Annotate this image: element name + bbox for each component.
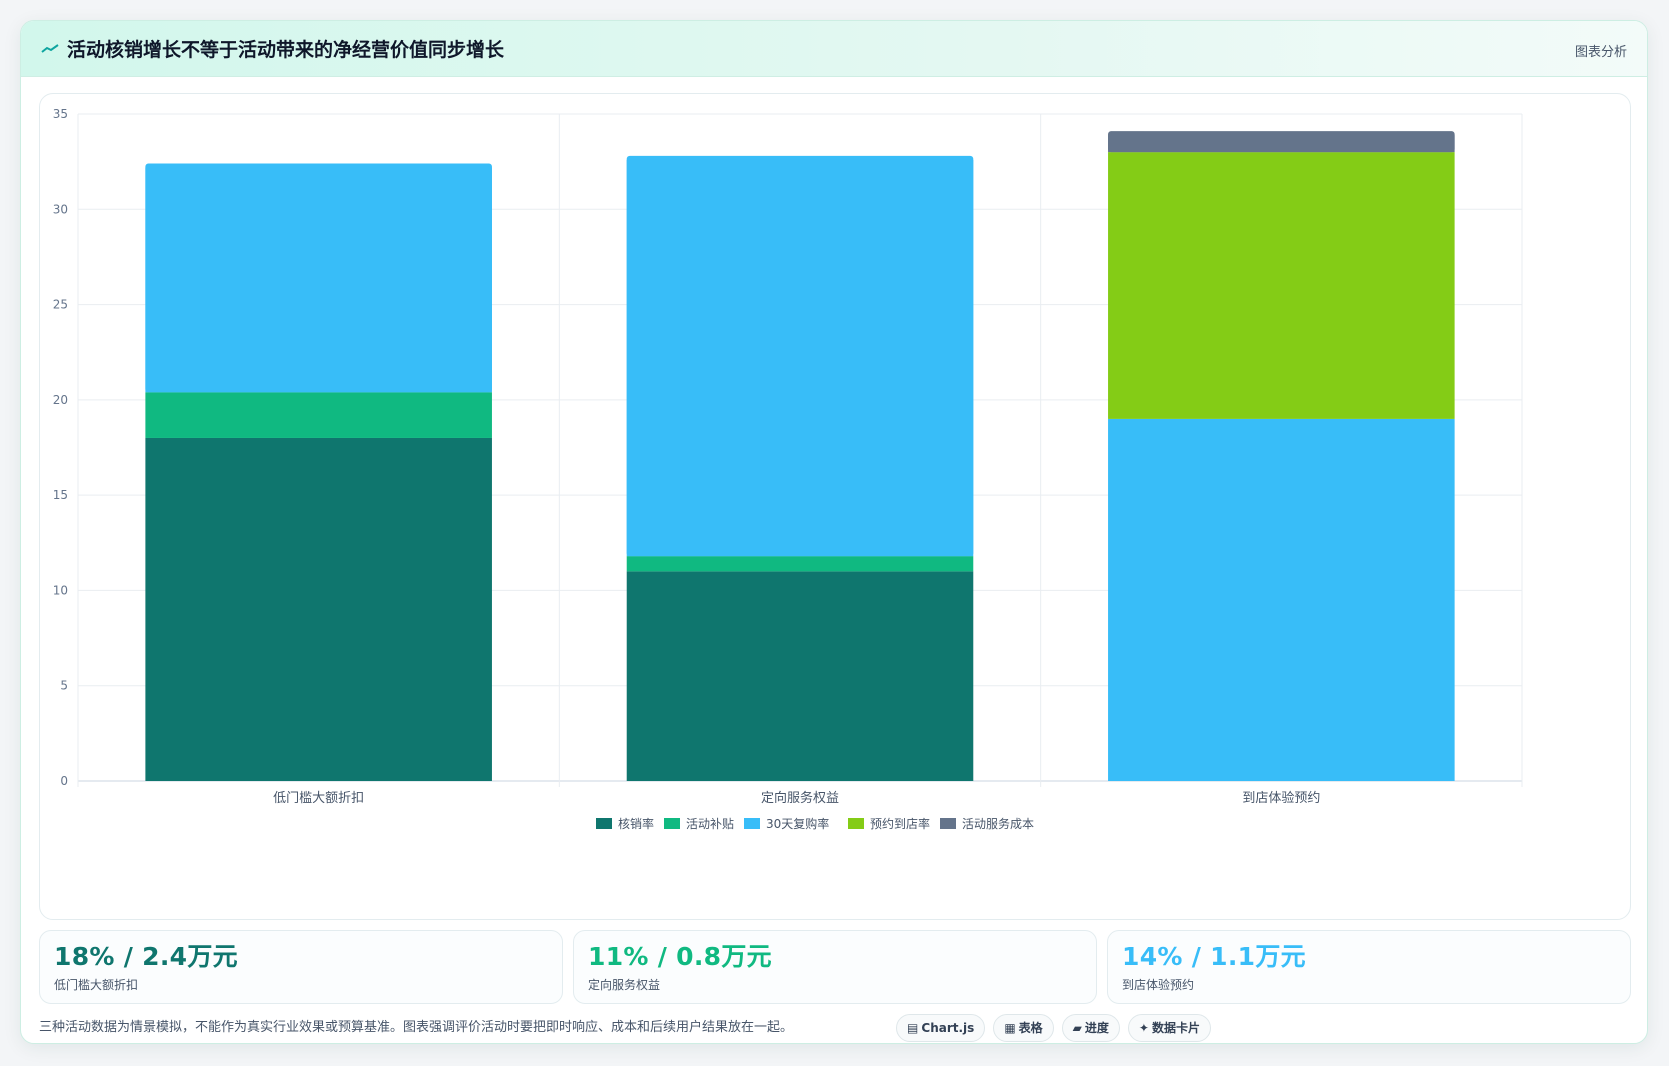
bar-segment — [1108, 418, 1455, 781]
bar-segment-fill — [626, 159, 974, 557]
pill-group: ▤ Chart.js ▦ 表格 ▰ 进度 ✦ 数据卡片 — [888, 1014, 1211, 1042]
progress-icon: ▰ — [1072, 1021, 1082, 1035]
y-tick-label: 35 — [53, 107, 68, 121]
pill-chartjs[interactable]: ▤ Chart.js — [896, 1014, 986, 1042]
x-category-label: 到店体验预约 — [1242, 790, 1320, 806]
legend-label: 核销率 — [618, 816, 654, 831]
stat-card: 14% / 1.1万元 到店体验预约 — [1107, 930, 1631, 1004]
chart-card: 0 5 10 15 20 25 30 35 低门槛大额折扣 定向服务权益 到店体验预约核销率 活动补贴… — [39, 93, 1631, 920]
y-tick-label: 0 — [60, 774, 68, 788]
bar-segment — [626, 571, 974, 781]
bar-segment — [1108, 152, 1455, 419]
y-tick-label: 25 — [53, 298, 68, 312]
pill-label: 表格 — [1018, 1021, 1043, 1035]
bar-segment-fill — [1108, 135, 1455, 153]
y-tick-label: 30 — [53, 202, 68, 216]
stat-label: 到店体验预约 — [1122, 978, 1195, 992]
legend-swatch — [940, 818, 956, 829]
footnote: 三种活动数据为情景模拟，不能作为真实行业效果或预算基准。图表强调评价活动时要把即… — [39, 1020, 794, 1035]
pill-table[interactable]: ▦ 表格 — [993, 1014, 1054, 1042]
y-tick-label: 20 — [53, 393, 68, 407]
y-tick-label: 5 — [60, 679, 68, 693]
chart-panel: 活动核销增长不等于活动带来的净经营价值同步增长 图表分析 0 5 10 15 20 25 3… — [20, 20, 1648, 1044]
stat-value: 11% / 0.8万元 — [588, 942, 772, 971]
legend-label: 30天复购率 — [766, 816, 829, 831]
panel-header: 活动核销增长不等于活动带来的净经营价值同步增长 图表分析 — [21, 21, 1647, 77]
footer: 三种活动数据为情景模拟，不能作为真实行业效果或预算基准。图表强调评价活动时要把即… — [39, 1014, 1631, 1043]
legend-label: 活动补贴 — [686, 817, 734, 831]
bar-segment — [626, 556, 974, 572]
stat-label: 低门槛大额折扣 — [54, 978, 139, 992]
analysis-tag: 图表分析 — [1574, 45, 1627, 60]
chart-icon: ▤ — [907, 1021, 919, 1035]
table-icon: ▦ — [1004, 1021, 1016, 1035]
pill-label: 进度 — [1084, 1021, 1109, 1035]
trend-line-icon — [41, 43, 59, 53]
legend-swatch — [596, 818, 612, 829]
stat-value: 18% / 2.4万元 — [54, 942, 238, 971]
bar-segment — [145, 392, 492, 438]
legend-swatch — [744, 818, 760, 829]
pill-data-card[interactable]: ✦ 数据卡片 — [1127, 1014, 1211, 1042]
legend-swatch — [664, 818, 680, 829]
stat-label: 定向服务权益 — [588, 978, 661, 992]
pill-label: Chart.js — [921, 1021, 975, 1035]
y-tick-label: 15 — [53, 488, 68, 502]
page-title: 活动核销增长不等于活动带来的净经营价值同步增长 — [67, 39, 505, 61]
sparkle-icon: ✦ — [1138, 1021, 1149, 1035]
bar-segment — [145, 437, 492, 781]
bar-segment-fill — [145, 167, 492, 393]
legend-swatch — [848, 818, 864, 829]
pill-progress[interactable]: ▰ 进度 — [1061, 1014, 1120, 1042]
stat-card: 18% / 2.4万元 低门槛大额折扣 — [39, 930, 563, 1004]
legend-label: 活动服务成本 — [962, 816, 1034, 831]
pill-label: 数据卡片 — [1151, 1021, 1200, 1035]
stat-card: 11% / 0.8万元 定向服务权益 — [573, 930, 1097, 1004]
x-category-label: 低门槛大额折扣 — [273, 791, 364, 806]
stat-value: 14% / 1.1万元 — [1122, 942, 1306, 971]
y-tick-label: 10 — [53, 583, 68, 597]
stat-cards: 18% / 2.4万元 低门槛大额折扣 11% / 0.8万元 定向服务权益 1… — [39, 930, 1631, 1004]
legend-label: 预约到店率 — [870, 816, 930, 831]
x-category-label: 定向服务权益 — [761, 790, 839, 806]
